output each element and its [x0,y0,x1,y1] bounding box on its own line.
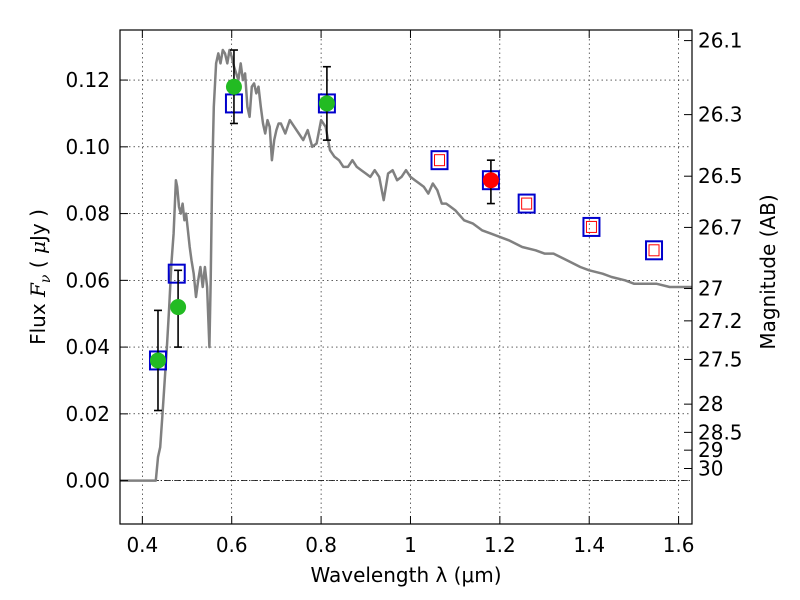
y-axis-title-F: F [26,282,50,298]
nir-box-inner [585,220,597,233]
y-axis-title-nu: ν [38,274,54,283]
y-tick-label: 0.00 [65,469,110,493]
model-spectrum [120,48,692,482]
mag-tick-label: 26.1 [698,29,743,53]
y-tick-label: 0.02 [65,402,110,426]
x-tick-label: 1.2 [484,533,516,557]
y-axis-title-flux: Flux [26,297,50,345]
x-tick-label: 0.8 [305,533,337,557]
right-axis-title: Magnitude (AB) [756,194,780,349]
mag-tick-label: 26.7 [698,215,743,239]
nir-box-inner [648,244,660,257]
y-axis-title-mu: μ [26,241,50,254]
plot-frame [119,29,693,525]
x-tick-label: 1.4 [573,533,605,557]
mag-tick-label: 30 [698,456,723,480]
observed-point [318,95,335,112]
axis-ticks [120,30,692,524]
mag-tick-label: 27.5 [698,347,743,371]
y-tick-label: 0.10 [65,135,110,159]
y-axis-title: Flux Fν ( μJy ) [26,209,54,345]
model-photometry-box [645,240,664,261]
mag-tick-label: 26.5 [698,164,743,188]
y-tick-label: 0.08 [65,202,110,226]
y-axis-title-paren-open: ( [26,254,50,275]
mag-tick-label: 28 [698,392,723,416]
model-photometry-box [167,263,186,284]
observed-points [149,78,499,369]
x-tick-label: 1.6 [663,533,695,557]
x-tick-label: 0.6 [216,533,248,557]
x-axis-title: Wavelength λ (μm) [310,563,501,587]
y-tick-label: 0.06 [65,268,110,292]
nir-box-inner [434,154,446,167]
model-photometry-box [582,216,601,237]
mag-tick-label: 29 [698,438,723,462]
model-spectrum-line [120,48,692,482]
model-photometry-boxes [148,93,664,371]
y-tick-label: 0.12 [65,68,110,92]
nir-observed-point [482,172,499,189]
y-tick-labels: 0.00 0.02 0.04 0.06 0.08 0.10 0.12 [65,68,110,493]
mag-tick-label: 28.5 [698,420,743,444]
observed-point [225,78,242,95]
x-tick-label: 1 [404,533,417,557]
observed-point [149,352,166,369]
y-axis-title-unit: Jy ) [26,209,50,243]
mag-tick-label: 27.2 [698,309,743,333]
observed-point [170,299,187,316]
mag-tick-label: 27 [698,277,723,301]
x-tick-labels: 0.4 0.6 0.8 1 1.2 1.4 1.6 [126,533,694,557]
y-tick-label: 0.04 [65,335,110,359]
model-photometry-box [517,193,536,214]
x-tick-label: 0.4 [126,533,158,557]
model-photometry-box [430,150,449,171]
mag-tick-label: 26.3 [698,103,743,127]
nir-box-inner [521,197,533,210]
